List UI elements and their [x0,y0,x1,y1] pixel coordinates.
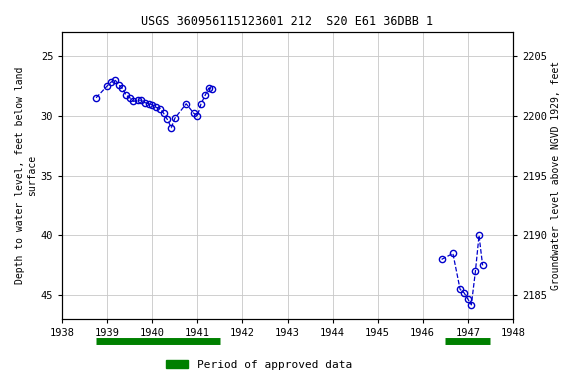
Title: USGS 360956115123601 212  S20 E61 36DBB 1: USGS 360956115123601 212 S20 E61 36DBB 1 [142,15,434,28]
Legend: Period of approved data: Period of approved data [162,356,357,375]
Y-axis label: Groundwater level above NGVD 1929, feet: Groundwater level above NGVD 1929, feet [551,61,561,290]
Y-axis label: Depth to water level, feet below land
surface: Depth to water level, feet below land su… [15,67,37,284]
